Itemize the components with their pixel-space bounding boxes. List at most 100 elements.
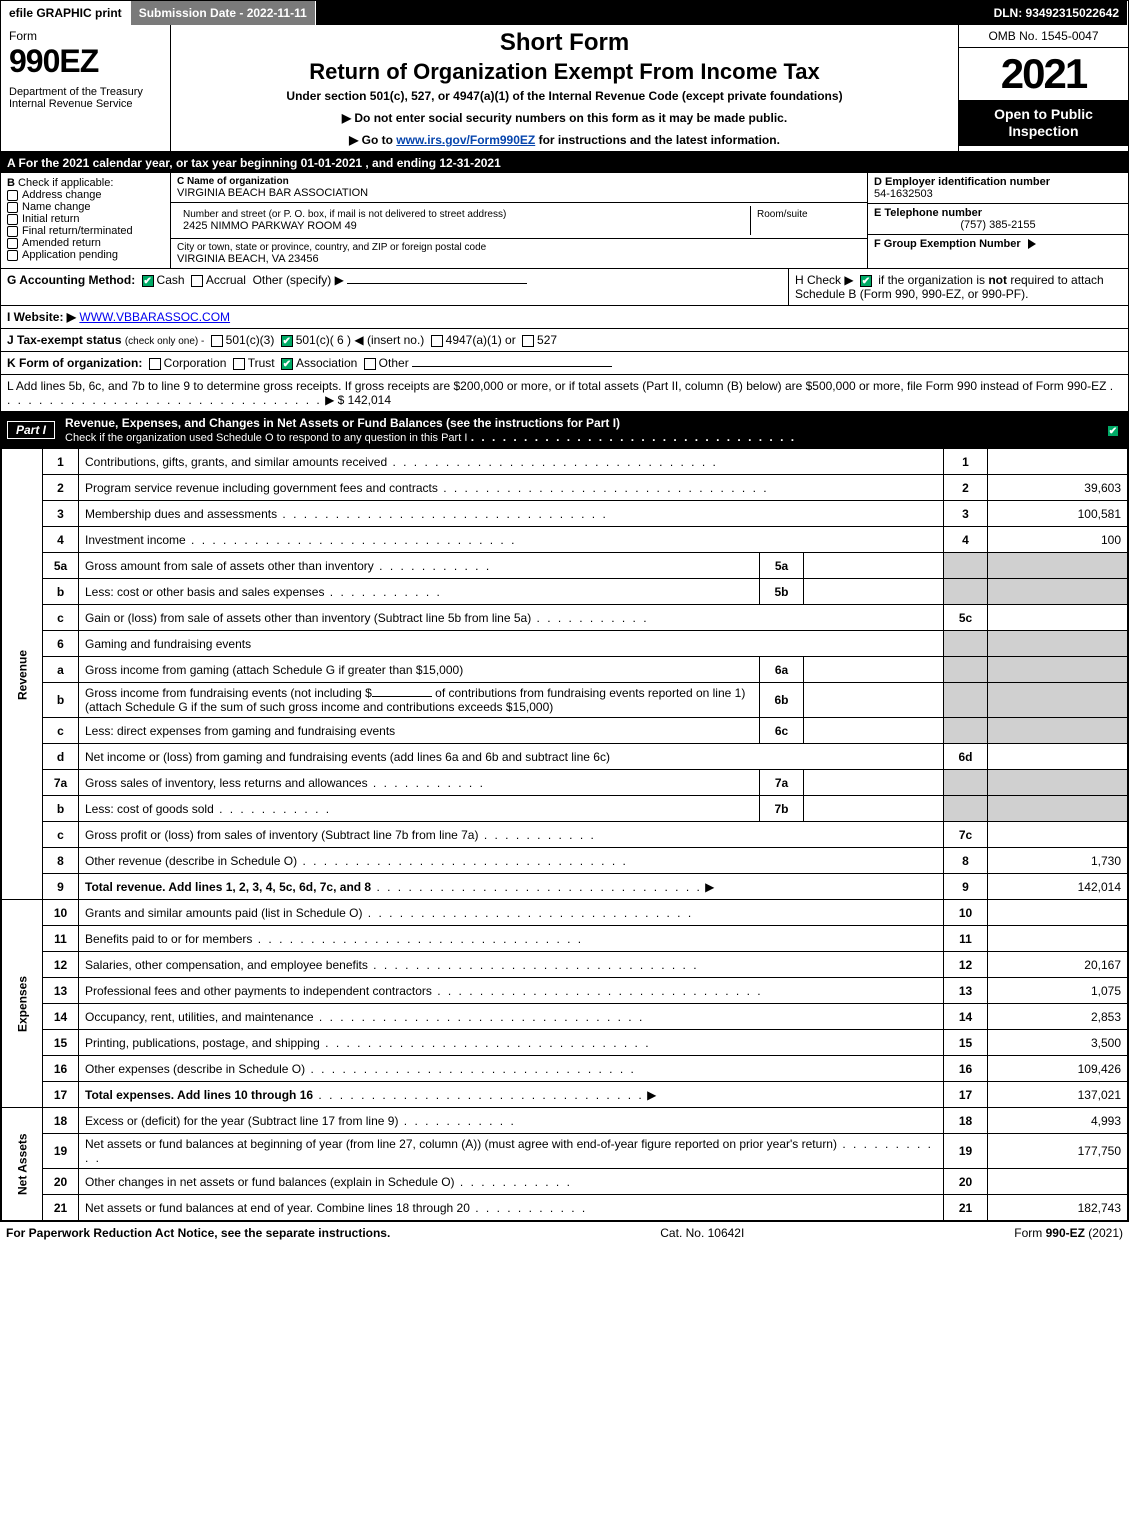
topbar-spacer [316,1,986,25]
checkbox-501c3[interactable] [211,335,223,347]
val-4: 100 [988,527,1128,553]
header-middle: Short Form Return of Organization Exempt… [171,25,958,151]
j-o2: 501(c)( 6 ) ◀ (insert no.) [296,333,425,347]
desc-14: Occupancy, rent, utilities, and maintena… [85,1010,314,1024]
numcol-17: 17 [944,1082,988,1108]
ln-10: 10 [43,900,79,926]
h-not: not [988,273,1007,287]
h-post1: if the organization is [875,273,988,287]
checkbox-association[interactable]: ✔ [281,358,293,370]
form-word: Form [9,29,162,43]
j-o4: 527 [537,333,557,347]
website-link[interactable]: WWW.VBBARASSOC.COM [79,310,230,324]
ln-5c: c [43,605,79,631]
row-g-h: G Accounting Method: ✔Cash Accrual Other… [1,269,1128,306]
checkbox-application-pending[interactable] [7,250,18,261]
l-arrow: ▶ $ [325,393,344,407]
shade-6b [944,683,988,718]
efile-print-button[interactable]: efile GRAPHIC print [1,1,131,25]
subval-7b [804,796,944,822]
checkbox-corporation[interactable] [149,358,161,370]
j-hint: (check only one) - [125,336,204,347]
val-21: 182,743 [988,1195,1128,1221]
form-header: Form 990EZ Department of the Treasury In… [1,25,1128,153]
checkbox-501c[interactable]: ✔ [281,335,293,347]
val-12: 20,167 [988,952,1128,978]
numcol-12: 12 [944,952,988,978]
footer-right-post: (2021) [1085,1226,1123,1240]
desc-12: Salaries, other compensation, and employ… [85,958,368,972]
ln-7b: b [43,796,79,822]
form-number: 990EZ [9,43,162,80]
checkbox-schedule-b[interactable]: ✔ [860,275,872,287]
g-label: G Accounting Method: [7,273,135,287]
shadeval-7b [988,796,1128,822]
checkbox-cash[interactable]: ✔ [142,275,154,287]
line-a: A For the 2021 calendar year, or tax yea… [1,153,1128,173]
numcol-19: 19 [944,1134,988,1169]
omb-number: OMB No. 1545-0047 [959,25,1128,48]
part-1-title-text: Revenue, Expenses, and Changes in Net As… [65,416,620,430]
ln-6b: b [43,683,79,718]
ln-14: 14 [43,1004,79,1030]
b-item-1: Name change [22,201,91,213]
desc-7b: Less: cost of goods sold [85,802,214,816]
i-label: I Website: ▶ [7,310,76,324]
desc-6d: Net income or (loss) from gaming and fun… [85,750,610,764]
b-item-5: Application pending [22,249,118,261]
ln-21: 21 [43,1195,79,1221]
part-1-subtitle: Check if the organization used Schedule … [65,432,467,444]
subval-6a [804,657,944,683]
desc-6b-pre: Gross income from fundraising events (no… [85,686,372,700]
shadeval-5a [988,553,1128,579]
desc-6a: Gross income from gaming (attach Schedul… [85,663,463,677]
desc-4: Investment income [85,533,186,547]
checkbox-accrual[interactable] [191,275,203,287]
ln-6: 6 [43,631,79,657]
checkbox-schedule-o[interactable]: ✔ [1107,425,1119,437]
desc-6: Gaming and fundraising events [79,631,944,657]
street-label: Number and street (or P. O. box, if mail… [183,209,744,220]
desc-15: Printing, publications, postage, and shi… [85,1036,320,1050]
ln-12: 12 [43,952,79,978]
checkbox-trust[interactable] [233,358,245,370]
numcol-15: 15 [944,1030,988,1056]
ln-18: 18 [43,1108,79,1134]
subval-5b [804,579,944,605]
numcol-8: 8 [944,848,988,874]
checkbox-initial-return[interactable] [7,214,18,225]
checkbox-4947[interactable] [431,335,443,347]
form-subtitle: Under section 501(c), 527, or 4947(a)(1)… [179,89,950,103]
ln-11: 11 [43,926,79,952]
k-o4: Other [379,356,409,370]
arrow-17: ▶ [647,1088,656,1102]
checkbox-amended-return[interactable] [7,238,18,249]
subln-5a: 5a [760,553,804,579]
arrow-icon [1028,239,1036,249]
d-label: D Employer identification number [874,176,1122,188]
checkbox-527[interactable] [522,335,534,347]
irs-link[interactable]: www.irs.gov/Form990EZ [396,133,535,147]
subval-5a [804,553,944,579]
k-label: K Form of organization: [7,356,142,370]
desc-18: Excess or (deficit) for the year (Subtra… [85,1114,398,1128]
footer-right: Form 990-EZ (2021) [1014,1226,1123,1240]
b-item-0: Address change [22,189,102,201]
desc-6c: Less: direct expenses from gaming and fu… [85,724,395,738]
subln-6b: 6b [760,683,804,718]
part-1-label: Part I [7,421,55,439]
ln-7c: c [43,822,79,848]
checkbox-other-org[interactable] [364,358,376,370]
checkbox-name-change[interactable] [7,202,18,213]
arrow-9: ▶ [705,880,714,894]
tax-year: 2021 [959,48,1128,100]
b-item-3: Final return/terminated [22,225,133,237]
checkbox-final-return[interactable] [7,226,18,237]
numcol-21: 21 [944,1195,988,1221]
department-label: Department of the Treasury Internal Reve… [9,86,162,110]
val-18: 4,993 [988,1108,1128,1134]
subval-6c [804,718,944,744]
checkbox-address-change[interactable] [7,190,18,201]
ln-6c: c [43,718,79,744]
shadeval-7a [988,770,1128,796]
